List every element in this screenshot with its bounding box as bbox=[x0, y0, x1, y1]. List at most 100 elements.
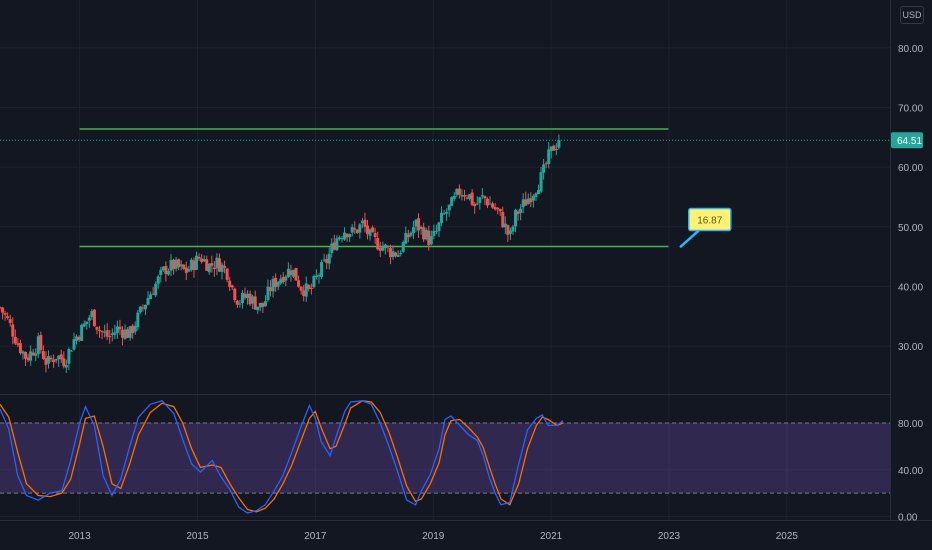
candle-body bbox=[297, 280, 301, 287]
candle-body bbox=[131, 325, 135, 334]
candle-body bbox=[547, 149, 551, 164]
candle-body bbox=[0, 307, 2, 309]
candle-body bbox=[332, 242, 336, 250]
candle-body bbox=[26, 357, 30, 361]
candle-body bbox=[419, 226, 423, 229]
candle-body bbox=[92, 309, 96, 327]
candle-body bbox=[289, 270, 293, 275]
currency-button[interactable]: USD bbox=[900, 6, 924, 24]
candle-body bbox=[483, 196, 487, 199]
time-tick-label: 2019 bbox=[422, 531, 445, 542]
candle-body bbox=[386, 246, 390, 248]
time-tick-label: 2023 bbox=[658, 531, 681, 542]
candle-body bbox=[291, 269, 295, 277]
candle-body bbox=[506, 225, 510, 235]
horizontal-levels[interactable] bbox=[79, 128, 669, 248]
candle-body bbox=[159, 269, 163, 275]
candle-body bbox=[442, 213, 446, 215]
candle-body bbox=[363, 219, 367, 227]
candle-body bbox=[95, 326, 99, 330]
candle-body bbox=[360, 220, 364, 224]
candle-body bbox=[468, 194, 472, 199]
candle-body bbox=[251, 296, 255, 304]
candle-body bbox=[215, 257, 219, 269]
candle-body bbox=[534, 193, 538, 197]
candle-body bbox=[75, 336, 79, 341]
callout-box bbox=[688, 207, 732, 232]
candle-body bbox=[179, 264, 183, 267]
candle-body bbox=[371, 227, 375, 233]
candle-body bbox=[440, 212, 444, 223]
candle-body bbox=[154, 283, 158, 296]
price-tick-label: 60.00 bbox=[898, 163, 923, 174]
candle-body bbox=[189, 259, 193, 270]
candle-body bbox=[57, 355, 61, 360]
candle-body bbox=[220, 264, 224, 273]
candle-body bbox=[62, 358, 66, 367]
candle-body bbox=[330, 243, 334, 253]
candle-body bbox=[228, 280, 232, 287]
price-tick-label: 80.00 bbox=[898, 44, 923, 55]
candle-body bbox=[240, 292, 244, 303]
candlestick-series bbox=[0, 134, 561, 373]
candle-body bbox=[161, 266, 165, 271]
candle-body bbox=[399, 253, 403, 255]
candle-body bbox=[210, 263, 214, 266]
candle-body bbox=[118, 326, 122, 330]
candle-body bbox=[46, 356, 50, 364]
candle-body bbox=[519, 208, 523, 213]
candle-body bbox=[123, 329, 127, 339]
candle-body bbox=[182, 264, 186, 269]
candle-body bbox=[77, 336, 81, 340]
candle-body bbox=[345, 233, 349, 238]
candle-body bbox=[105, 330, 109, 337]
candle-body bbox=[516, 211, 520, 215]
price-tick-label: 70.00 bbox=[898, 103, 923, 114]
candle-body bbox=[138, 306, 142, 313]
candle-body bbox=[146, 298, 150, 305]
time-tick-label: 2013 bbox=[68, 531, 91, 542]
candle-body bbox=[271, 278, 275, 292]
candle-body bbox=[485, 198, 489, 206]
candle-body bbox=[284, 276, 288, 281]
candle-body bbox=[149, 294, 153, 300]
candle-body bbox=[424, 229, 428, 240]
candle-body bbox=[156, 276, 160, 284]
candle-body bbox=[455, 188, 459, 195]
candle-body bbox=[432, 230, 436, 236]
candle-body bbox=[503, 223, 507, 228]
candle-body bbox=[3, 312, 7, 315]
last-price-tag-label: 64.51 bbox=[897, 136, 922, 147]
price-callout[interactable]: 16.87 bbox=[679, 207, 732, 248]
candle-body bbox=[1, 307, 5, 313]
time-axis-labels: 2013 2015 2017 2019 2021 2023 2025 bbox=[68, 531, 798, 542]
candle-body bbox=[304, 283, 308, 297]
candle-body bbox=[478, 197, 482, 203]
candle-body bbox=[422, 227, 426, 240]
candle-body bbox=[110, 333, 114, 335]
candle-body bbox=[217, 258, 221, 272]
candle-body bbox=[200, 258, 204, 262]
candle-body bbox=[166, 270, 170, 275]
candle-body bbox=[378, 248, 382, 251]
candle-body bbox=[480, 195, 484, 197]
candle-body bbox=[404, 232, 408, 244]
candle-body bbox=[98, 330, 102, 332]
candle-body bbox=[529, 198, 533, 203]
candle-body bbox=[24, 351, 28, 359]
candle-body bbox=[391, 251, 395, 258]
candle-body bbox=[34, 353, 38, 356]
candle-body bbox=[143, 304, 147, 310]
candle-body bbox=[350, 227, 354, 233]
candle-body bbox=[103, 331, 107, 333]
candle-body bbox=[192, 260, 196, 271]
candle-body bbox=[383, 244, 387, 249]
candle-body bbox=[263, 301, 267, 307]
candle-body bbox=[126, 329, 130, 338]
candle-body bbox=[554, 148, 558, 150]
candle-body bbox=[343, 232, 347, 240]
candle-body bbox=[526, 198, 530, 205]
candle-body bbox=[340, 238, 344, 240]
candle-body bbox=[258, 302, 262, 308]
candle-body bbox=[243, 293, 247, 298]
